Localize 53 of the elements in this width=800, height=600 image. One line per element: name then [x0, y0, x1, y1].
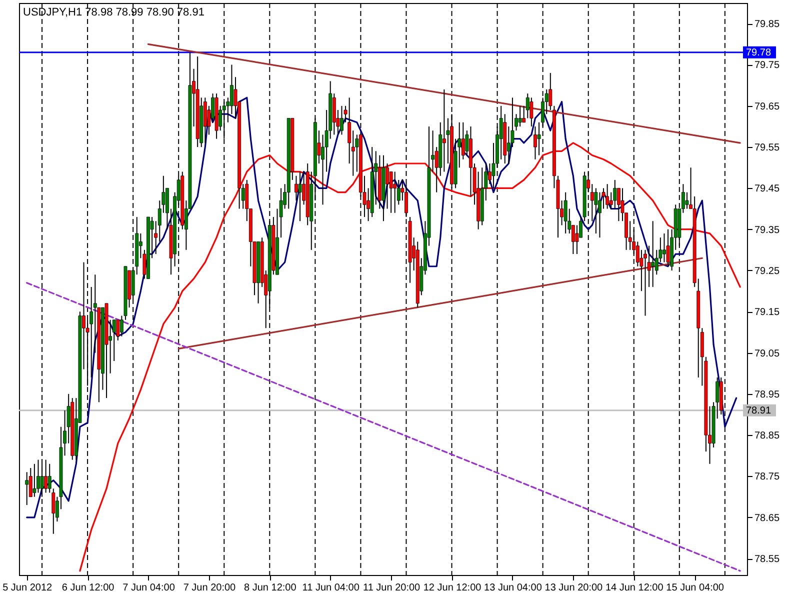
candlestick: [393, 171, 397, 214]
x-tick-label: 12 Jun 12:00: [423, 582, 482, 594]
y-tick-label: 78.85: [754, 430, 780, 442]
candlestick: [36, 459, 40, 494]
candlestick: [644, 249, 647, 316]
y-tick-label: 78.95: [754, 389, 780, 400]
y-tick-label: 78.55: [754, 554, 780, 566]
candlestick: [564, 192, 568, 234]
candlestick: [598, 192, 602, 238]
chart-title: USDJPY,H1 78.98 78.99 78.90 78.91: [23, 6, 204, 18]
candlestick: [594, 188, 598, 234]
candlestick: [606, 184, 610, 210]
candlestick: [575, 224, 579, 255]
x-tick-label: 11 Jun 20:00: [363, 582, 421, 594]
candlestick: [613, 179, 617, 210]
x-tick-label: 15 Jun 04:00: [666, 582, 724, 594]
ref-line-label: 79.78: [746, 47, 772, 58]
x-tick-label: 13 Jun 04:00: [484, 582, 542, 594]
x-tick-label: 11 Jun 04:00: [302, 582, 360, 594]
candlestick: [298, 171, 302, 222]
candlestick: [32, 463, 36, 498]
y-tick-label: 79.55: [754, 142, 780, 154]
x-tick-label: 13 Jun 20:00: [544, 582, 604, 594]
x-tick-label: 7 Jun 04:00: [122, 582, 176, 594]
ref-line-label: 78.91: [746, 405, 772, 416]
candlestick: [294, 175, 298, 202]
x-tick-label: 5 Jun 2012: [2, 582, 53, 594]
y-tick-label: 79.35: [754, 224, 780, 236]
y-tick-label: 78.65: [754, 512, 780, 524]
candlestick: [666, 228, 670, 267]
y-tick-label: 79.15: [754, 307, 780, 318]
x-tick-label: 14 Jun 12:00: [605, 582, 664, 594]
candlestick: [44, 459, 48, 494]
x-tick-label: 7 Jun 20:00: [183, 582, 236, 594]
y-tick-label: 79.85: [754, 19, 780, 30]
candlestick: [530, 97, 534, 127]
candlestick: [386, 162, 389, 210]
x-tick-label: 8 Jun 12:00: [244, 582, 297, 594]
candlestick: [442, 88, 446, 172]
y-tick-label: 79.25: [754, 266, 780, 277]
y-tick-label: 79.65: [754, 101, 780, 112]
y-tick-label: 79.05: [754, 348, 780, 360]
candlestick: [518, 105, 522, 127]
candlestick: [534, 126, 537, 160]
candlestick: [662, 232, 666, 263]
candlestick: [25, 472, 29, 506]
x-tick-label: 6 Jun 12:00: [62, 582, 115, 594]
candlestick: [340, 105, 344, 136]
candlestick: [651, 220, 655, 288]
y-tick-label: 78.75: [754, 472, 780, 483]
y-tick-label: 79.75: [754, 60, 780, 72]
line-series: [26, 96, 738, 518]
y-tick-label: 79.45: [754, 184, 780, 195]
